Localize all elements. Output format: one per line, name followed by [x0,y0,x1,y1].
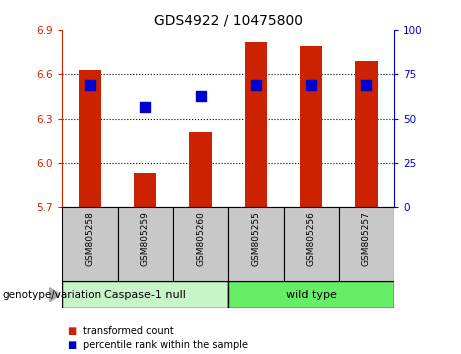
Point [307,82,315,87]
Text: GSM805259: GSM805259 [141,211,150,266]
Bar [118,207,173,281]
Bar [189,132,212,207]
Bar [79,70,101,207]
Bar [62,281,228,308]
Point [142,104,149,110]
Text: GSM805257: GSM805257 [362,211,371,266]
Text: percentile rank within the sample: percentile rank within the sample [83,340,248,350]
Text: GSM805255: GSM805255 [251,211,260,266]
Text: wild type: wild type [286,290,337,300]
Bar [284,207,339,281]
Text: ■: ■ [67,340,76,350]
Bar [62,207,118,281]
Point [252,82,260,87]
Bar [228,207,284,281]
Bar [355,61,378,207]
Text: GSM805260: GSM805260 [196,211,205,266]
Text: genotype/variation: genotype/variation [2,290,101,300]
Title: GDS4922 / 10475800: GDS4922 / 10475800 [154,13,303,28]
Text: Caspase-1 null: Caspase-1 null [104,290,186,300]
Bar [134,173,156,207]
Text: transformed count: transformed count [83,326,174,336]
Bar [245,42,267,207]
Point [197,94,204,99]
Bar [173,207,228,281]
Text: ■: ■ [67,326,76,336]
Text: GSM805256: GSM805256 [307,211,316,266]
Bar [300,46,322,207]
Bar [339,207,394,281]
Point [86,82,94,87]
Bar [228,281,394,308]
Point [363,82,370,87]
Text: GSM805258: GSM805258 [85,211,95,266]
